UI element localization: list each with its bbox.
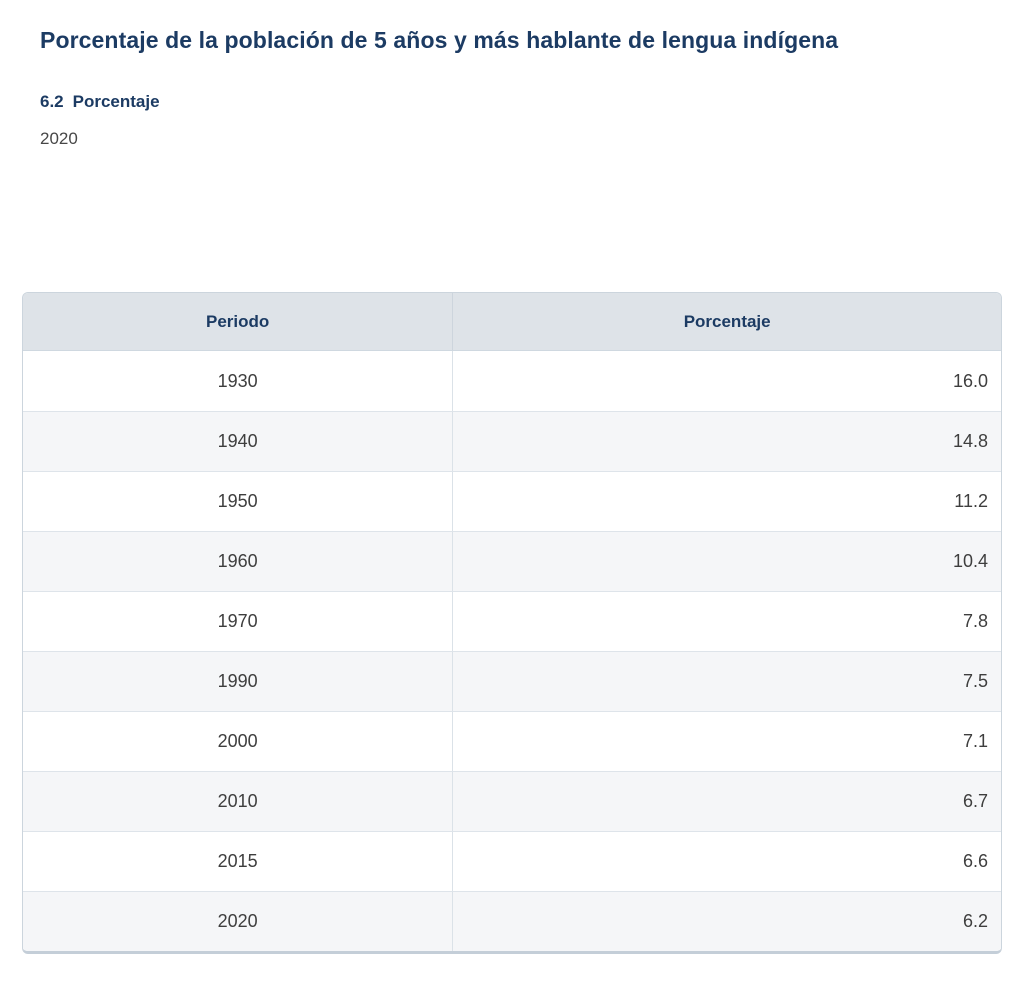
period-cell: 1930	[23, 351, 454, 412]
table-row: 1960 10.4	[23, 531, 1001, 592]
table-row: 1970 7.8	[23, 591, 1001, 652]
header-cell-period: Periodo	[23, 293, 454, 352]
table-row: 1940 14.8	[23, 411, 1001, 472]
indicator-number: 6.2	[40, 92, 64, 112]
table-row: 1990 7.5	[23, 651, 1001, 712]
indicator-subtitle: 6.2 Porcentaje	[40, 92, 984, 112]
value-cell: 14.8	[453, 411, 1001, 472]
header-block: Porcentaje de la población de 5 años y m…	[0, 0, 1024, 149]
table-row: 2020 6.2	[23, 891, 1001, 952]
period-cell: 1950	[23, 471, 454, 532]
value-cell: 10.4	[453, 531, 1001, 592]
value-cell: 7.5	[453, 651, 1001, 712]
value-cell: 6.2	[453, 891, 1001, 952]
value-cell: 7.1	[453, 711, 1001, 772]
period-cell: 2020	[23, 891, 454, 952]
period-cell: 1970	[23, 591, 454, 652]
reference-year-label: 2020	[40, 129, 78, 149]
value-cell: 6.6	[453, 831, 1001, 892]
table-header: Periodo Porcentaje	[23, 293, 1001, 352]
period-cell: 2000	[23, 711, 454, 772]
page-title: Porcentaje de la población de 5 años y m…	[40, 27, 839, 53]
period-cell: 1990	[23, 651, 454, 712]
table-row: 1930 16.0	[23, 351, 1001, 412]
value-cell: 11.2	[453, 471, 1001, 532]
table-row: 2010 6.7	[23, 771, 1001, 832]
table-row: 2000 7.1	[23, 711, 1001, 772]
table-row: 1950 11.2	[23, 471, 1001, 532]
data-table: Periodo Porcentaje 1930 16.0 1940 14.8 1…	[23, 293, 1001, 952]
data-table-container: Periodo Porcentaje 1930 16.0 1940 14.8 1…	[22, 292, 1002, 955]
value-cell: 7.8	[453, 591, 1001, 652]
period-cell: 1940	[23, 411, 454, 472]
value-cell: 6.7	[453, 771, 1001, 832]
period-cell: 1960	[23, 531, 454, 592]
value-cell: 16.0	[453, 351, 1001, 412]
table-header-row: Periodo Porcentaje	[23, 293, 1001, 352]
period-cell: 2010	[23, 771, 454, 832]
header-cell-value: Porcentaje	[453, 293, 1001, 352]
table-row: 2015 6.6	[23, 831, 1001, 892]
table-body: 1930 16.0 1940 14.8 1950 11.2 1960 10.4 …	[23, 351, 1001, 952]
period-cell: 2015	[23, 831, 454, 892]
indicator-unit-label: Porcentaje	[72, 92, 160, 112]
